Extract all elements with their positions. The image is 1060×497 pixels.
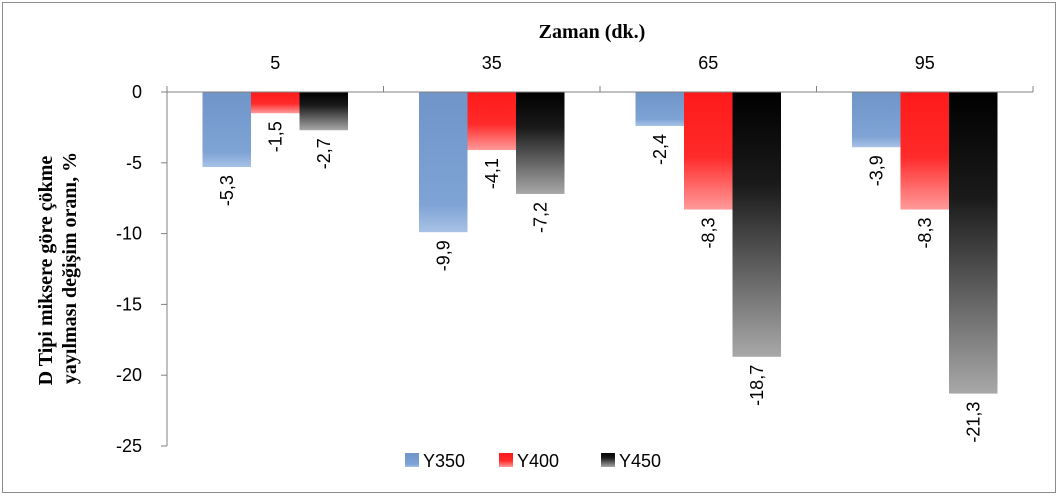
y-tick-label: -15 — [116, 294, 142, 314]
legend-swatch-y400 — [499, 453, 513, 467]
bar-y400-95 — [900, 92, 949, 210]
legend-label-y450: Y450 — [619, 451, 661, 471]
x-tick-label: 95 — [915, 53, 935, 73]
bar-y450-35 — [516, 92, 565, 194]
legend-swatch-y350 — [405, 453, 419, 467]
x-tick-label: 35 — [482, 53, 502, 73]
bar-y350-65 — [635, 92, 684, 126]
bar-y350-5 — [202, 92, 251, 168]
legend-label-y400: Y400 — [517, 451, 559, 471]
y-tick-label: -25 — [116, 436, 142, 456]
data-label: -2,7 — [314, 138, 334, 169]
y-axis-title: D Tipi miksere göre çökme yayılması deği… — [35, 151, 81, 386]
data-label: -3,9 — [866, 155, 886, 186]
bar-y400-35 — [467, 92, 516, 151]
data-label: -4,1 — [482, 158, 502, 189]
data-label: -18,7 — [747, 365, 767, 406]
bar-y400-5 — [251, 92, 300, 114]
x-tick-label: 65 — [698, 53, 718, 73]
x-tick-label: 5 — [270, 53, 280, 73]
bar-y350-95 — [852, 92, 901, 148]
x-axis-title: Zaman (dk.) — [539, 21, 646, 43]
data-label: -9,9 — [433, 240, 453, 271]
bar-y400-65 — [684, 92, 733, 210]
legend-label-y350: Y350 — [423, 451, 465, 471]
data-label: -1,5 — [265, 121, 285, 152]
y-tick-label: -20 — [116, 365, 142, 385]
data-label: -7,2 — [530, 202, 550, 233]
data-label: -21,3 — [963, 402, 983, 443]
y-tick-label: 0 — [132, 82, 142, 102]
bar-y450-65 — [732, 92, 781, 357]
bar-y450-5 — [299, 92, 348, 131]
y-tick-label: -10 — [116, 224, 142, 244]
data-label: -8,3 — [698, 218, 718, 249]
data-label: -8,3 — [915, 218, 935, 249]
data-label: -5,3 — [217, 175, 237, 206]
legend-swatch-y450 — [601, 453, 615, 467]
y-axis-title-line-2: yayılması değişim oranı, % — [59, 152, 81, 384]
bar-y350-35 — [419, 92, 468, 233]
data-label: -2,4 — [650, 134, 670, 165]
y-tick-label: -5 — [126, 153, 142, 173]
y-axis-title-line-1: D Tipi miksere göre çökme — [35, 156, 57, 386]
bar-y450-95 — [949, 92, 998, 394]
